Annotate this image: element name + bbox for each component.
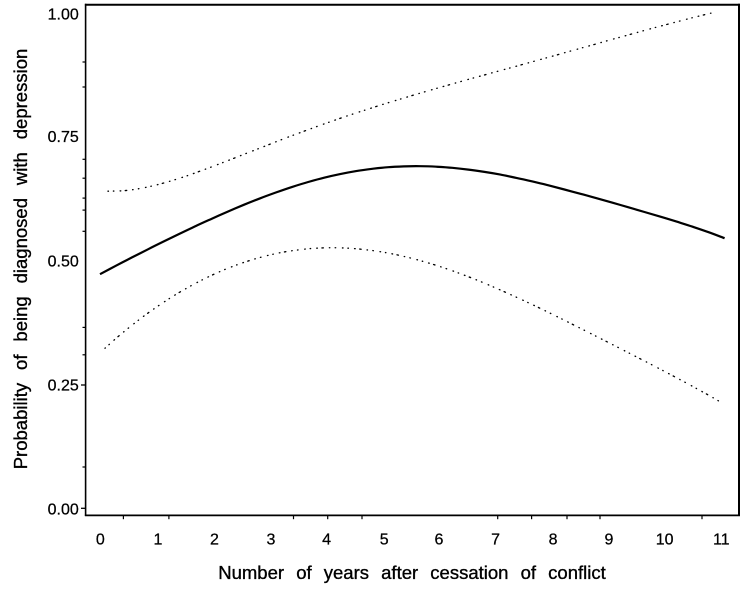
svg-text:11: 11 [713, 532, 730, 549]
svg-text:10: 10 [656, 532, 674, 549]
svg-text:0.00: 0.00 [48, 501, 79, 518]
svg-text:9: 9 [604, 532, 613, 549]
svg-text:1.00: 1.00 [48, 7, 79, 24]
svg-text:0: 0 [96, 532, 105, 549]
svg-text:Number of years after cessatio: Number of years after cessation of confl… [218, 562, 605, 583]
svg-text:4: 4 [322, 532, 331, 549]
svg-text:0.25: 0.25 [48, 377, 79, 394]
svg-text:5: 5 [380, 532, 389, 549]
svg-text:8: 8 [549, 532, 558, 549]
svg-text:0.75: 0.75 [48, 129, 79, 146]
svg-text:3: 3 [267, 532, 276, 549]
svg-text:Probability of being diagnosed: Probability of being diagnosed with depr… [10, 49, 31, 470]
svg-text:0.50: 0.50 [48, 253, 79, 270]
svg-text:1: 1 [154, 532, 163, 549]
svg-text:6: 6 [435, 532, 444, 549]
svg-text:2: 2 [210, 532, 219, 549]
svg-text:7: 7 [491, 532, 500, 549]
